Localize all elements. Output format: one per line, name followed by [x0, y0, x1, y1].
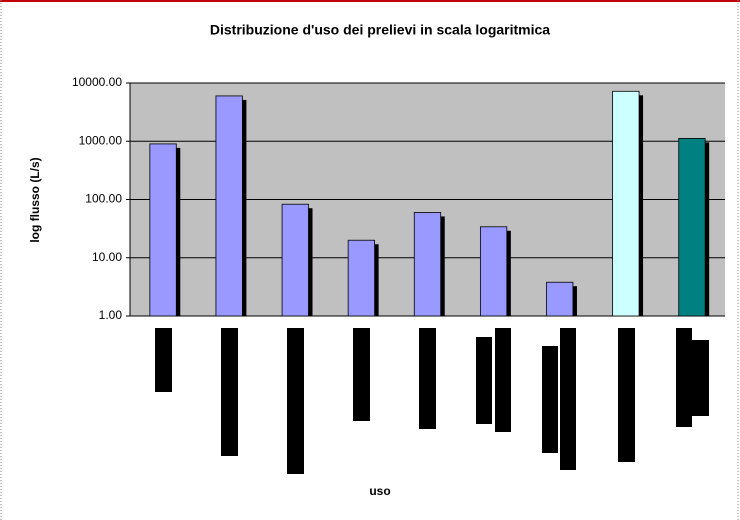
y-tick-label: 10.00: [92, 250, 122, 264]
label-block: [155, 328, 172, 392]
y-axis-label: log flusso (L/s): [28, 157, 42, 242]
label-block: [692, 340, 709, 416]
bar: [215, 95, 243, 317]
label-block: [221, 328, 238, 456]
label-block: [419, 328, 436, 429]
y-tick-label: 10000.00: [72, 75, 122, 89]
y-tick-label: 1.00: [99, 308, 123, 322]
y-tick-label: 1000.00: [79, 133, 123, 147]
label-block: [676, 328, 692, 427]
label-block: [560, 328, 576, 470]
category-label-blocks: [155, 328, 709, 474]
bar: [347, 239, 376, 317]
label-block: [476, 337, 492, 424]
y-tick-label: 100.00: [85, 192, 122, 206]
bar: [413, 212, 442, 317]
bar: [612, 90, 640, 317]
label-block: [618, 328, 635, 462]
chart-title: Distribuzione d'uso dei prelievi in scal…: [210, 22, 550, 38]
x-axis-label: uso: [369, 484, 390, 498]
bar: [149, 143, 177, 317]
bar: [479, 226, 508, 317]
bar: [546, 281, 574, 317]
bar: [678, 137, 706, 317]
label-block: [542, 346, 558, 453]
label-block: [353, 328, 370, 421]
bar: [281, 203, 309, 317]
label-block: [495, 328, 511, 432]
label-block: [287, 328, 304, 474]
